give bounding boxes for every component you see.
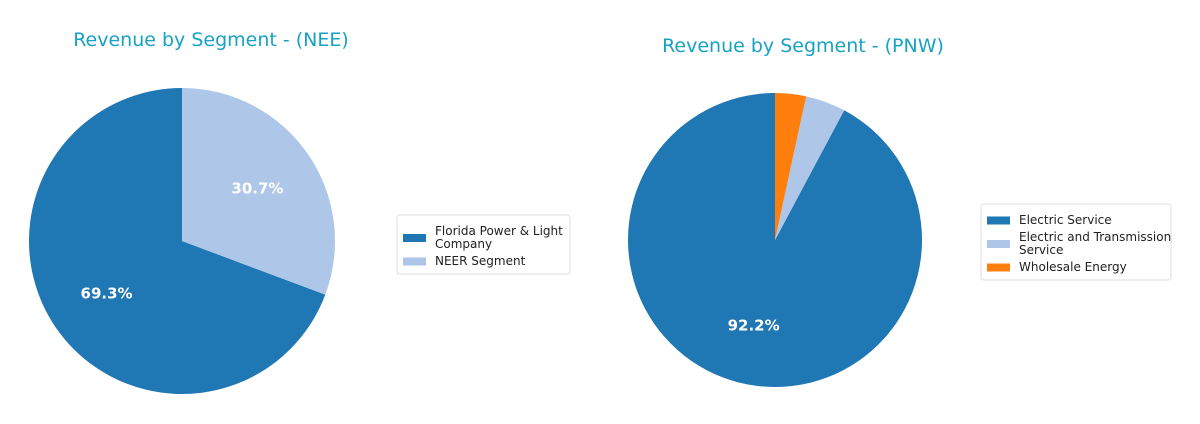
legend-swatch bbox=[987, 263, 1010, 272]
legend-swatch bbox=[403, 257, 426, 266]
nee-pie-chart: Revenue by Segment - (NEE) 69.3% 30.7% Flo… bbox=[29, 29, 571, 395]
slice-label: 92.2% bbox=[728, 317, 780, 335]
pie-slice bbox=[775, 93, 807, 240]
legend-swatch bbox=[403, 234, 426, 242]
legend-label: NEER Segment bbox=[435, 254, 526, 268]
legend-swatch bbox=[987, 216, 1010, 225]
slice-label: 69.3% bbox=[81, 284, 133, 302]
pie-slice bbox=[775, 96, 845, 240]
slice-label: 30.7% bbox=[231, 180, 283, 198]
pie-slice bbox=[29, 88, 326, 395]
legend-label: Company bbox=[435, 237, 492, 251]
legend-label: Florida Power & Light bbox=[435, 224, 563, 238]
chart-title: Revenue by Segment - (NEE) bbox=[73, 29, 349, 51]
chart-title: Revenue by Segment - (PNW) bbox=[662, 35, 944, 57]
legend-swatch bbox=[987, 240, 1010, 248]
legend-label: Electric and Transmission bbox=[1019, 230, 1171, 244]
legend-frame bbox=[396, 214, 571, 275]
legend: Electric Service Electric and Transmissio… bbox=[980, 203, 1172, 281]
pnw-pie-chart: Revenue by Segment - (PNW) 92.2% Electric… bbox=[627, 35, 1172, 388]
legend-label: Service bbox=[1019, 243, 1063, 257]
legend-frame bbox=[980, 203, 1172, 281]
legend-label: Wholesale Energy bbox=[1019, 260, 1127, 274]
pie-slice bbox=[182, 88, 335, 295]
legend-label: Electric Service bbox=[1019, 213, 1112, 227]
pie-slice bbox=[627, 93, 922, 388]
